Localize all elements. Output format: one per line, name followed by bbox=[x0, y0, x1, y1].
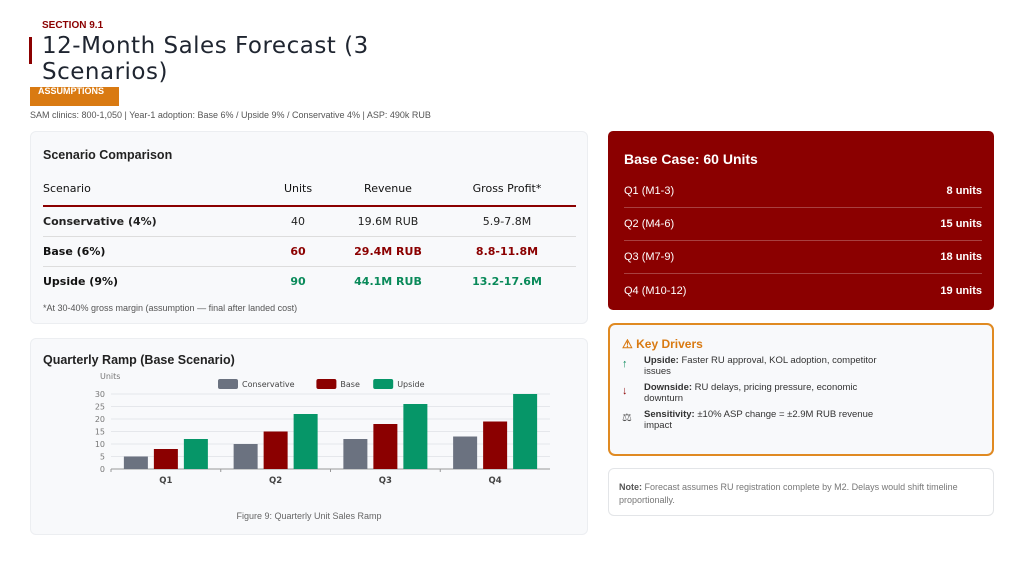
driver-label: Sensitivity: bbox=[644, 409, 695, 420]
bar-upside bbox=[403, 404, 428, 469]
cell: 90 bbox=[290, 275, 306, 289]
quarter-label: Q2 (M4-6) bbox=[624, 218, 675, 230]
driver-item: ↑ Upside: Faster RU approval, KOL adoptio… bbox=[622, 355, 980, 377]
legend-label: Upside bbox=[397, 380, 424, 389]
section-label: SECTION 9.1 bbox=[42, 20, 104, 31]
driver-label: Upside: bbox=[644, 355, 679, 366]
col-header: Scenario bbox=[43, 182, 258, 207]
cell: Conservative (4%) bbox=[43, 206, 258, 237]
card-title: Quarterly Ramp (Base Scenario) bbox=[43, 353, 235, 367]
cell: 29.4M RUB bbox=[338, 236, 438, 267]
scenario-table: Scenario Units Revenue Gross Profit* Con… bbox=[43, 182, 576, 297]
scenario-comparison-card: Scenario Comparison Scenario Units Reven… bbox=[30, 131, 588, 324]
table-row: Conservative (4%) 40 19.6M RUB 5.9-7.8M bbox=[43, 206, 576, 237]
cell: 13.2-17.6M bbox=[472, 275, 542, 289]
key-drivers-title: ⚠ Key Drivers bbox=[622, 337, 980, 351]
cell: 40 bbox=[258, 206, 338, 237]
x-tick-label: Q2 bbox=[269, 476, 282, 486]
cell: 5.9-7.8M bbox=[438, 206, 576, 237]
key-drivers-card: ⚠ Key Drivers ↑ Upside: Faster RU approva… bbox=[608, 323, 994, 456]
bar-base bbox=[373, 424, 398, 469]
x-tick-label: Q4 bbox=[489, 476, 502, 486]
card-title: Scenario Comparison bbox=[43, 148, 173, 162]
bar-conservative bbox=[233, 444, 258, 469]
driver-item: ↓ Downside: RU delays, pricing pressure, … bbox=[622, 382, 980, 404]
bar-upside bbox=[293, 414, 318, 469]
quarter-row: Q2 (M4-6) 15 units bbox=[624, 208, 982, 241]
warning-icon: ⚠ bbox=[622, 337, 633, 351]
balance-scale-icon: ⚖ bbox=[622, 412, 632, 424]
y-tick-label: 20 bbox=[95, 415, 105, 424]
driver-label: Downside: bbox=[644, 382, 693, 393]
col-header: Revenue bbox=[338, 182, 438, 207]
cell: 44.1M RUB bbox=[354, 275, 422, 289]
driver-item: ⚖ Sensitivity: ±10% ASP change = ±2.9M RU… bbox=[622, 409, 980, 431]
cell: 19.6M RUB bbox=[338, 206, 438, 237]
x-tick-label: Q3 bbox=[379, 476, 392, 486]
bar-base bbox=[153, 449, 178, 469]
quarter-label: Q1 (M1-3) bbox=[624, 185, 675, 197]
cell: 8.8-11.8M bbox=[438, 236, 576, 267]
legend-swatch bbox=[316, 379, 337, 389]
legend-label: Conservative bbox=[242, 380, 295, 389]
legend-label: Base bbox=[340, 380, 360, 389]
quarter-units: 18 units bbox=[940, 251, 982, 263]
quarter-units: 8 units bbox=[946, 185, 982, 197]
quarter-label: Q4 (M10-12) bbox=[624, 284, 687, 297]
chart-caption: Figure 9: Quarterly Unit Sales Ramp bbox=[236, 511, 382, 521]
table-footnote: *At 30-40% gross margin (assumption — fi… bbox=[43, 302, 298, 313]
quarter-units: 15 units bbox=[940, 218, 982, 230]
col-header: Units bbox=[258, 182, 338, 207]
x-tick-label: Q1 bbox=[159, 476, 172, 486]
y-tick-label: 0 bbox=[100, 465, 105, 474]
title-accent-bar bbox=[29, 37, 32, 64]
cell: Base (6%) bbox=[43, 236, 258, 267]
bar-conservative bbox=[123, 456, 148, 469]
base-case-card: Base Case: 60 Units Q1 (M1-3) 8 units Q2 (… bbox=[608, 131, 994, 310]
arrow-up-icon: ↑ bbox=[622, 358, 628, 370]
bar-base bbox=[263, 431, 288, 469]
legend-swatch bbox=[218, 379, 238, 389]
quarter-row: Q1 (M1-3) 8 units bbox=[624, 175, 982, 208]
driver-text: ±10% ASP change = ±2.9M RUB revenue impa… bbox=[644, 409, 874, 431]
note-text: Forecast assumes RU registration complet… bbox=[619, 482, 958, 505]
table-row: Upside (9%) 90 44.1M RUB 13.2-17.6M bbox=[43, 267, 576, 297]
legend-swatch bbox=[373, 379, 394, 389]
base-case-title: Base Case: 60 Units bbox=[624, 151, 758, 167]
quarter-row: Q3 (M7-9) 18 units bbox=[624, 241, 982, 274]
note-label: Note: bbox=[619, 482, 642, 492]
y-axis-label: Units bbox=[100, 372, 120, 381]
cell: Upside (9%) bbox=[43, 275, 119, 289]
bar-upside bbox=[513, 394, 538, 469]
quarter-units: 19 units bbox=[940, 284, 982, 297]
y-tick-label: 30 bbox=[95, 390, 105, 399]
y-tick-label: 10 bbox=[95, 440, 105, 449]
cell: 60 bbox=[258, 236, 338, 267]
arrow-down-icon: ↓ bbox=[622, 385, 628, 397]
bar-base bbox=[483, 421, 508, 469]
key-drivers-label: Key Drivers bbox=[636, 337, 703, 351]
col-header: Gross Profit* bbox=[438, 182, 576, 207]
driver-text: Faster RU approval, KOL adoption, compet… bbox=[644, 355, 877, 377]
y-tick-label: 25 bbox=[95, 403, 105, 412]
y-tick-label: 15 bbox=[95, 428, 105, 437]
note-box: Note: Forecast assumes RU registration c… bbox=[608, 468, 994, 516]
assumptions-badge: ASSUMPTIONS bbox=[30, 87, 119, 106]
assumptions-subtitle: SAM clinics: 800-1,050 | Year-1 adoption… bbox=[30, 110, 431, 120]
quarter-row: Q4 (M10-12) 19 units bbox=[624, 274, 982, 307]
page-title: 12-Month Sales Forecast (3 Scenarios) bbox=[42, 33, 369, 85]
bar-conservative bbox=[343, 439, 368, 469]
quarter-label: Q3 (M7-9) bbox=[624, 251, 675, 263]
table-row: Base (6%) 60 29.4M RUB 8.8-11.8M bbox=[43, 236, 576, 267]
driver-text: RU delays, pricing pressure, economic do… bbox=[644, 382, 858, 404]
bar-upside bbox=[183, 439, 208, 469]
y-tick-label: 5 bbox=[100, 453, 105, 462]
bar-conservative bbox=[453, 436, 478, 469]
